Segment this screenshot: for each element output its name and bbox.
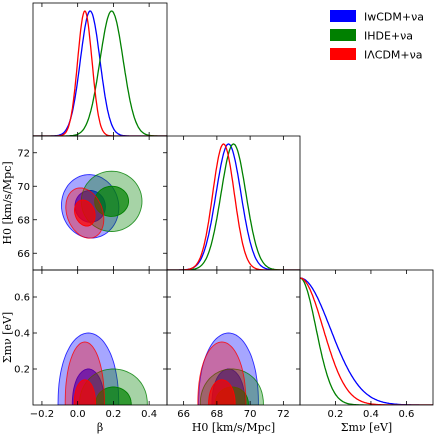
panel-frame-beta-beta [32,2,168,137]
marginal-curve-H0-0 [167,143,300,270]
ytick-label-H0: 68 [17,215,30,226]
xtick-label-H0: 68 [211,409,224,420]
xtick-label-beta: 0.4 [141,409,157,420]
xlabel-sum-mnu: Σmν [eV] [341,421,392,434]
legend-label-1: IHDE+νa [364,30,413,43]
contour-panel-sum_mnu-beta [57,332,148,405]
marginal-curve-sum_mnu-2 [300,277,433,405]
contour-panel-sum_mnu-H0 [197,332,264,405]
ylabel-sum-mnu: Σmν [eV] [1,312,14,363]
xlabel-H0: H0 [km/s/Mpc] [192,421,275,434]
marginal-curve-sum_mnu-0 [300,277,433,405]
marginal-curve-H0-1 [167,143,300,270]
ytick-label-H0: 66 [17,249,30,260]
xtick-label-H0: 70 [244,409,257,420]
marginal-H0 [167,143,300,270]
legend-swatch-2 [330,48,356,60]
xlabel-beta: β [97,421,103,434]
legend: IwCDM+νa IHDE+νa IΛCDM+νa [330,10,424,62]
marginal-curve-H0-2 [167,143,300,270]
marginal-sum_mnu [300,277,433,405]
xtick-label-beta: 0.0 [70,409,86,420]
xtick-label-beta: −0.2 [30,409,54,420]
panel-frame-sum_mnu-sum_mnu [299,269,434,406]
marginal-curve-sum_mnu-1 [300,277,433,405]
ytick-label-sum_mnu: 0.6 [14,293,30,304]
contour68-1 [94,185,130,217]
xtick-label-sum_mnu: 0.6 [398,409,414,420]
ytick-label-sum_mnu: 0.2 [14,365,30,376]
ylabel-H0: H0 [km/s/Mpc] [1,161,14,244]
panel-frame-sum_mnu-H0 [166,269,301,406]
xtick-label-beta: 0.2 [105,409,121,420]
xtick-label-sum_mnu: 0.2 [328,409,344,420]
contour95-2 [64,341,105,405]
xtick-label-H0: 66 [177,409,190,420]
contour-panel-H0-beta [61,170,143,239]
ytick-label-sum_mnu: 0.4 [14,329,30,340]
marginal-curve-beta-1 [33,10,167,136]
xtick-label-H0: 72 [277,409,290,420]
marginal-curve-beta-2 [33,10,167,136]
xtick-label-sum_mnu: 0.4 [363,409,379,420]
legend-label-2: IΛCDM+νa [364,49,423,62]
ytick-label-H0: 72 [17,148,30,159]
marginal-beta [33,10,167,136]
legend-swatch-0 [330,10,356,22]
legend-label-0: IwCDM+νa [364,11,424,24]
marginal-curve-beta-0 [33,10,167,136]
ytick-label-H0: 70 [17,182,30,193]
legend-swatch-1 [330,29,356,41]
contour68-2 [208,379,236,405]
contour68-2 [74,199,96,227]
contour68-2 [73,379,96,405]
contour95-2 [197,341,247,405]
